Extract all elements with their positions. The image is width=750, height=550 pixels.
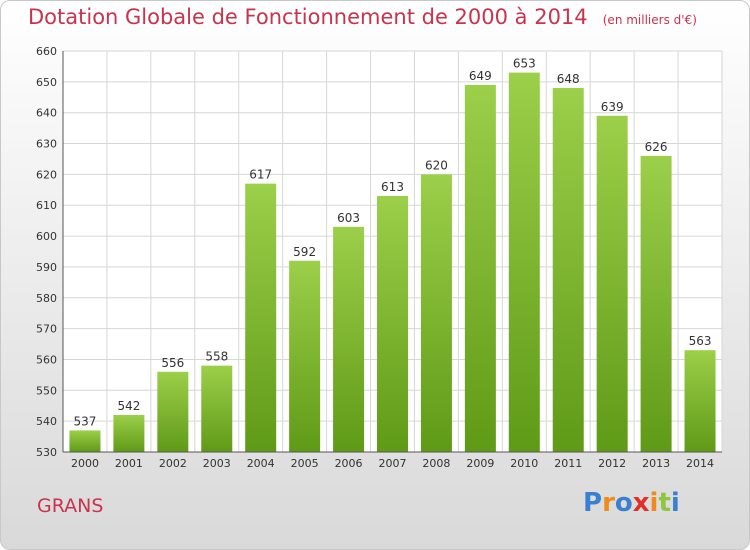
value-label: 639 (601, 100, 624, 114)
y-tick-label: 610 (36, 199, 57, 212)
value-label: 613 (381, 180, 404, 194)
value-label: 653 (513, 57, 536, 71)
value-label: 649 (469, 69, 492, 83)
y-tick-label: 570 (36, 323, 57, 336)
y-tick-label: 550 (36, 384, 57, 397)
value-label: 542 (117, 399, 140, 413)
chart-title: Dotation Globale de Fonctionnement de 20… (28, 5, 588, 29)
x-tick-label: 2000 (71, 457, 99, 470)
labels: 530 540 550 560 570 580 590 600 610 620 630 640 650 6… (36, 45, 714, 470)
value-label: 556 (161, 356, 184, 370)
x-tick-label: 2008 (422, 457, 450, 470)
proxiti-logo: Proxiti (583, 488, 680, 518)
x-tick-label: 2010 (510, 457, 538, 470)
y-tick-label: 560 (36, 353, 57, 366)
y-tick-label: 640 (36, 107, 57, 120)
value-label: 563 (689, 334, 712, 348)
y-tick-label: 590 (36, 261, 57, 274)
value-label: 592 (293, 245, 316, 259)
x-tick-label: 2005 (291, 457, 319, 470)
x-tick-label: 2009 (466, 457, 494, 470)
value-label: 626 (645, 140, 668, 154)
y-tick-label: 580 (36, 292, 57, 305)
value-label: 603 (337, 211, 360, 225)
x-tick-label: 2001 (115, 457, 143, 470)
bar-2010 (508, 72, 540, 452)
x-tick-label: 2012 (598, 457, 626, 470)
y-tick-label: 540 (36, 415, 57, 428)
bars (69, 72, 716, 453)
bar-2002 (157, 371, 189, 452)
value-label: 617 (249, 168, 272, 182)
axes (62, 51, 722, 453)
chart-subtitle: (en milliers d'€) (602, 13, 697, 27)
bar-2005 (289, 260, 321, 452)
x-tick-label: 2003 (203, 457, 231, 470)
bar-2000 (69, 430, 101, 452)
title-row: Dotation Globale de Fonctionnement de 20… (28, 5, 697, 29)
value-label: 558 (205, 350, 228, 364)
value-label: 648 (557, 72, 580, 86)
bar-2011 (552, 88, 584, 452)
bar-2013 (640, 155, 672, 452)
value-label: 537 (74, 414, 97, 428)
bar-2004 (245, 183, 277, 452)
y-tick-label: 630 (36, 138, 57, 151)
y-tick-label: 600 (36, 230, 57, 243)
bar-2003 (201, 365, 233, 452)
commune-name: GRANS (37, 495, 104, 517)
x-tick-label: 2002 (159, 457, 187, 470)
y-tick-label: 620 (36, 168, 57, 181)
x-tick-label: 2004 (247, 457, 275, 470)
y-tick-label: 660 (36, 45, 57, 58)
bar-2009 (464, 84, 496, 452)
bar-2012 (596, 115, 628, 453)
x-tick-label: 2014 (686, 457, 714, 470)
x-tick-label: 2011 (554, 457, 582, 470)
bar-2006 (333, 226, 365, 452)
x-tick-label: 2007 (379, 457, 407, 470)
bar-2001 (113, 414, 145, 452)
value-label: 620 (425, 158, 448, 172)
bar-2014 (684, 350, 716, 452)
bar-2007 (377, 195, 408, 452)
y-tick-label: 530 (36, 446, 57, 459)
bar-2008 (420, 174, 452, 452)
x-tick-label: 2006 (335, 457, 363, 470)
x-tick-label: 2013 (642, 457, 670, 470)
y-tick-label: 650 (36, 76, 57, 89)
